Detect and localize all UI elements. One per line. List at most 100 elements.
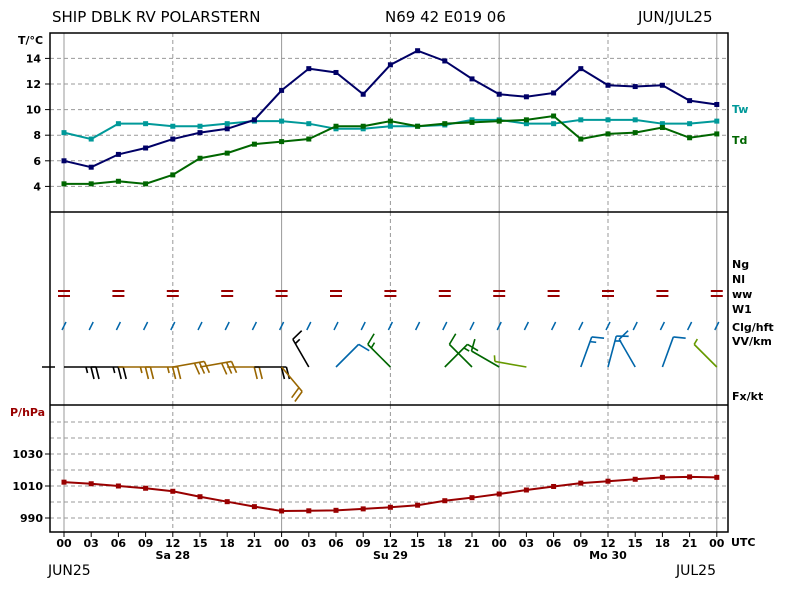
dewpoint-point (714, 131, 720, 137)
pressure-point (523, 487, 529, 493)
dewpoint-point (387, 118, 393, 124)
dewpoint-point (442, 121, 448, 127)
pressure-point (61, 479, 67, 485)
wind-barb-shaft (292, 338, 310, 368)
pressure-point (115, 483, 121, 489)
wind-barb-full (470, 338, 476, 352)
hour-tick-label: 03 (84, 537, 99, 550)
wind-barb-full (171, 366, 177, 380)
hour-tick-label: 12 (383, 537, 398, 550)
wet-bulb-point (61, 130, 67, 136)
dewpoint-point (632, 130, 638, 136)
temperature-tick-label: 10 (26, 104, 42, 117)
hour-tick-label: 21 (247, 537, 262, 550)
cloud-cover-symbol (578, 321, 584, 331)
temperature-point (659, 82, 665, 88)
wind-barb-half (112, 366, 116, 374)
wind-barb-half (589, 340, 597, 344)
cloud-cover-symbol (686, 321, 693, 331)
wet-bulb-point (605, 117, 611, 123)
hour-tick-label: 09 (138, 537, 153, 550)
pressure-point (415, 502, 421, 508)
temperature-point (469, 76, 475, 82)
wet-bulb-point (387, 123, 393, 129)
day-label: Sa 28 (156, 549, 190, 562)
temperature-point (442, 58, 448, 64)
pressure-point (605, 478, 611, 484)
cloud-cover-symbol (306, 321, 312, 331)
cloud-cover-symbol (496, 321, 502, 331)
wet-bulb-point (88, 136, 94, 142)
hour-tick-label: 12 (165, 537, 180, 550)
hour-tick-label: 21 (464, 537, 479, 550)
ng-label: Ng (732, 258, 749, 271)
wind-barb-full (292, 330, 303, 340)
wind-barb-full (198, 361, 206, 374)
wind-barb-shaft (580, 336, 593, 368)
dewpoint-point (687, 135, 693, 141)
wind-barb-full (90, 366, 95, 380)
temperature-point (387, 62, 393, 68)
dewpoint-point (659, 125, 665, 131)
wind-barb-full (253, 366, 258, 380)
temperature-point (632, 84, 638, 90)
wind-barb-half (85, 366, 89, 374)
wind-barb-full (285, 366, 291, 380)
wind-barb-full (358, 343, 370, 352)
pressure-point (143, 485, 149, 491)
utc-label: UTC (731, 536, 756, 549)
series-layer (61, 48, 720, 514)
dewpoint-point (143, 181, 149, 187)
temperature-point (415, 48, 421, 54)
dewpoint-point (115, 178, 121, 184)
hour-tick-label: 06 (111, 537, 127, 550)
grid-layer (50, 33, 728, 532)
wind-barb-shaft (367, 343, 391, 368)
temperature-point (333, 69, 339, 75)
wind-barb-shaft (607, 335, 618, 368)
wind-barb-shaft (335, 343, 360, 368)
wet-bulb-point (632, 117, 638, 123)
temperature-point (360, 91, 366, 97)
wind-barb-full (291, 387, 300, 399)
wind-barb-half (370, 342, 376, 349)
wind-barb-shaft (661, 336, 675, 368)
ww-label: ww (732, 288, 752, 301)
temperature-point (523, 94, 529, 100)
temperature-point (115, 151, 121, 157)
cloud-cover-symbol (360, 321, 366, 331)
pressure-point (496, 491, 502, 497)
pressure-point (279, 508, 285, 514)
pressure-point (170, 488, 176, 494)
hour-tick-label: 18 (437, 537, 452, 550)
cloud-cover-symbol (605, 321, 611, 331)
wet-bulb-point (659, 121, 665, 127)
wind-barb-full (122, 366, 127, 380)
wet-bulb-point (170, 123, 176, 129)
cloud-cover-symbol (523, 321, 530, 331)
cloud-cover-symbol (251, 321, 258, 331)
temperature-point (88, 164, 94, 170)
temperature-point (143, 145, 149, 151)
dewpoint-point (88, 181, 94, 187)
nl-label: Nl (732, 273, 745, 286)
dewpoint-point (360, 123, 366, 129)
temperature-tick-label: 4 (33, 180, 41, 193)
wind-barb-half (693, 338, 699, 345)
wind-barb-full (176, 366, 182, 380)
cloud-cover-symbol (469, 321, 475, 331)
dewpoint-point (523, 117, 529, 123)
wind-barb-half (139, 366, 143, 374)
hour-tick-label: 00 (492, 537, 508, 550)
pressure-point (88, 481, 94, 487)
pressure-tick-label: 1030 (12, 448, 43, 461)
wind-barb-full (203, 361, 211, 374)
hour-tick-label: 06 (546, 537, 562, 550)
temperature-tick-label: 6 (33, 155, 41, 168)
hour-tick-label: 00 (709, 537, 725, 550)
dewpoint-point (469, 119, 475, 125)
ceiling-label: Clg/hft (732, 321, 774, 334)
label-layer: SHIP DBLK RV POLARSTERN N69 42 E019 06 J… (10, 8, 774, 579)
pressure-point (333, 507, 339, 513)
hour-tick-label: 15 (628, 537, 643, 550)
